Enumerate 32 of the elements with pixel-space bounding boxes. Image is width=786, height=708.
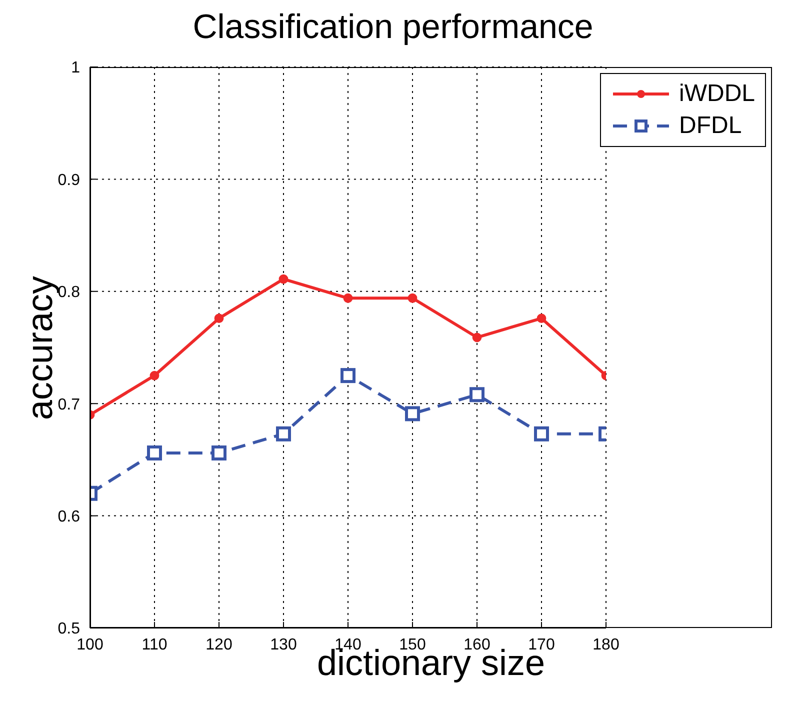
y-tick-label: 0.6 [58,508,80,526]
x-tick-label: 150 [399,636,426,654]
point [470,387,484,402]
point [472,332,482,342]
legend-label: DFDL [679,112,742,140]
point [212,445,226,460]
x-tick-label: 130 [270,636,297,654]
point [150,370,160,380]
y-tick-label: 0.5 [58,620,80,638]
x-tick-label: 160 [464,636,490,654]
point [214,314,224,324]
y-tick-label: 0.8 [58,284,80,302]
point [534,426,549,442]
x-tick-label: 180 [592,636,620,654]
point [340,368,356,384]
y-tick-label: 0.7 [58,396,80,414]
y-tick-label: 0.9 [58,172,80,189]
x-tick-label: 170 [528,636,555,654]
point [343,293,353,303]
point [147,445,162,460]
legend-label: iWDDL [679,80,755,108]
point [276,426,291,442]
y-axis-title: accuracy [19,275,60,420]
x-tick-label: 100 [76,636,104,654]
point [278,274,288,284]
y-tick-label: 1 [71,60,80,77]
point [405,406,420,422]
x-tick-label: 120 [206,636,232,654]
chart-title: Classification performance [192,8,594,47]
point [408,293,418,303]
x-tick-label: 110 [142,636,168,654]
point [536,314,546,324]
